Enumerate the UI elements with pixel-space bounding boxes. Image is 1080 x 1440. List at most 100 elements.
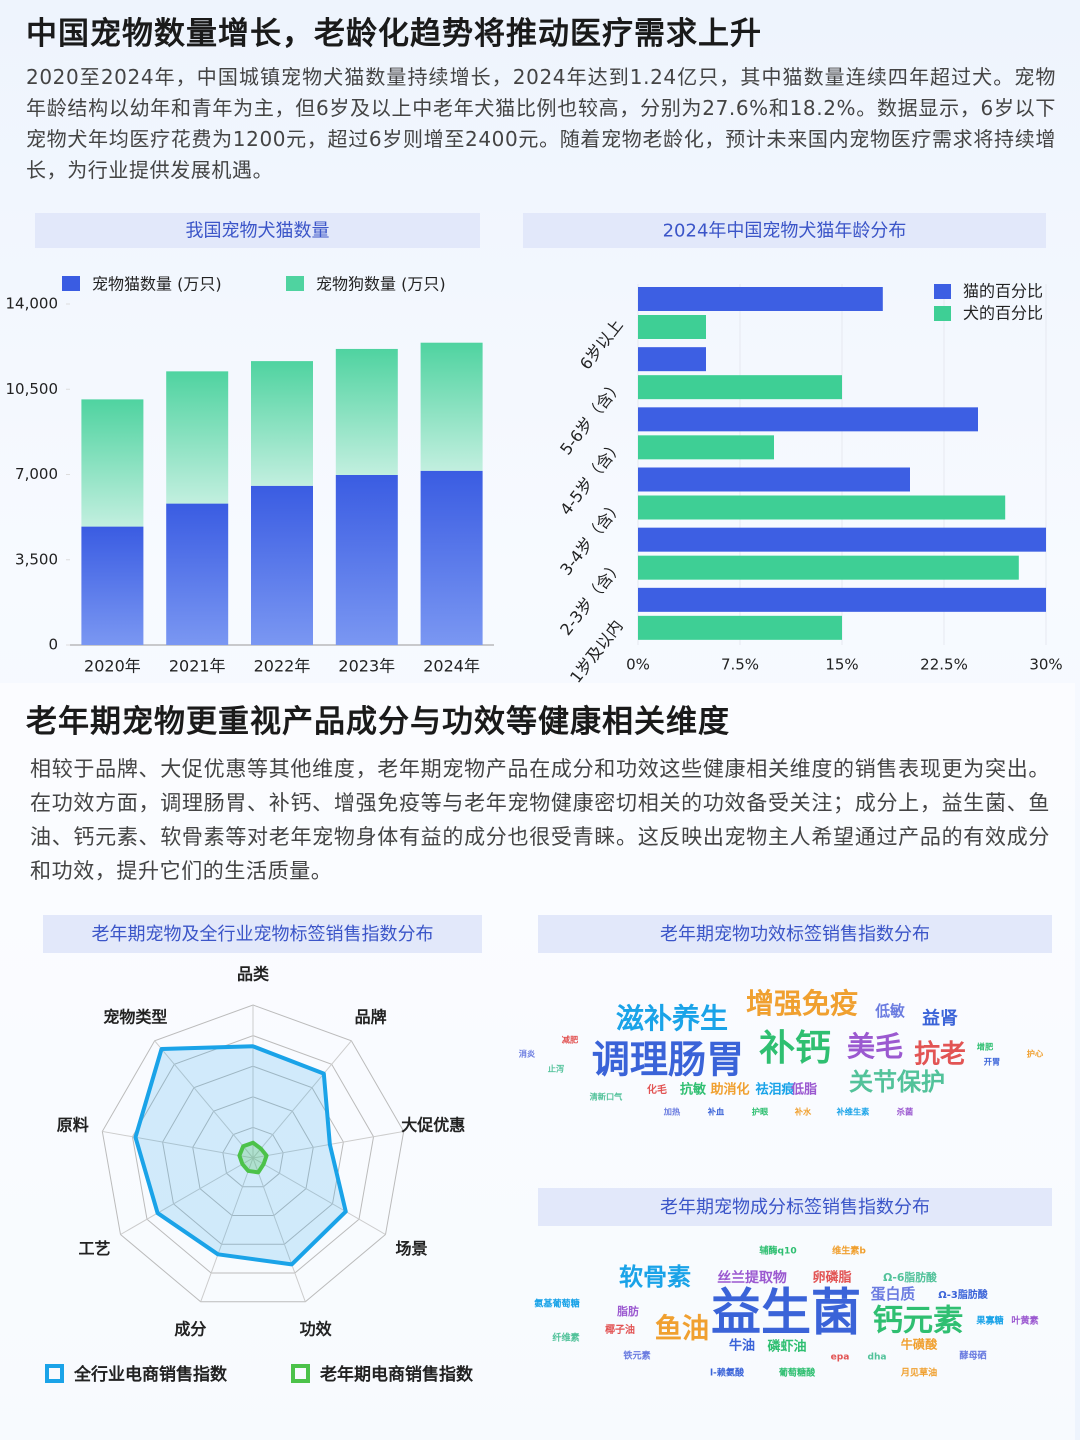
y-tick-label: 14,000 xyxy=(6,295,59,313)
word: 牛油 xyxy=(729,1338,755,1354)
word: 护心 xyxy=(1027,1049,1044,1059)
x-tick-label: 2021年 xyxy=(169,657,226,676)
legend-label: 全行业电商销售指数 xyxy=(73,1364,228,1385)
word: dha xyxy=(867,1353,886,1363)
y-tick-label: 0 xyxy=(48,636,58,654)
word: 增肥 xyxy=(977,1042,994,1052)
section-paragraph: 2020至2024年，中国城镇宠物犬猫数量持续增长，2024年达到1.24亿只，… xyxy=(26,65,1056,182)
word: 鱼油 xyxy=(655,1314,709,1345)
legend-swatch xyxy=(934,306,951,321)
word: 钙元素 xyxy=(873,1304,964,1339)
word: 牛磺酸 xyxy=(901,1337,938,1352)
word: 止泻 xyxy=(548,1064,564,1074)
radar-axis-label: 原料 xyxy=(57,1116,89,1135)
word: Ω-6脂肪酸 xyxy=(883,1270,937,1284)
word: 滋补养生 xyxy=(616,1002,728,1035)
radar-axis-label: 品牌 xyxy=(355,1007,387,1026)
legend-label: 宠物猫数量 (万只) xyxy=(92,275,222,294)
bar xyxy=(638,435,774,460)
word: 铁元素 xyxy=(623,1350,650,1362)
radar-axis-label: 工艺 xyxy=(79,1239,111,1258)
word: l-赖氨酸 xyxy=(710,1367,745,1379)
word: 关节保护 xyxy=(849,1068,945,1096)
y-tick-label: 6岁以上 xyxy=(576,316,627,374)
bar-segment xyxy=(335,348,398,475)
bar xyxy=(638,555,1019,580)
legend-swatch xyxy=(62,276,80,291)
bar xyxy=(638,315,706,339)
word: 丝兰提取物 xyxy=(717,1269,787,1286)
word: 补钙 xyxy=(759,1028,831,1069)
radar-ring xyxy=(101,1004,405,1303)
panel-header xyxy=(35,213,480,248)
bar xyxy=(638,467,910,492)
bar-segment xyxy=(251,361,313,486)
word: Ω-3脂肪酸 xyxy=(938,1288,988,1301)
word: 磷虾油 xyxy=(767,1339,806,1355)
panel-title: 老年期宠物功效标签销售指数分布 xyxy=(660,924,930,945)
bar-segment xyxy=(81,526,144,645)
x-tick-label: 15% xyxy=(825,656,858,674)
word: 低敏 xyxy=(874,1002,905,1020)
x-tick-label: 2024年 xyxy=(423,657,480,676)
word: 增强免疫 xyxy=(746,987,858,1020)
radar-axis-label: 成分 xyxy=(174,1319,206,1338)
x-tick-label: 30% xyxy=(1029,656,1062,674)
radar-axis-label: 品类 xyxy=(237,965,270,984)
legend-label: 宠物狗数量 (万只) xyxy=(316,275,446,294)
section-paragraph: 相较于品牌、大促优惠等其他维度，老年期宠物产品在成分和功效这些健康相关维度的销售… xyxy=(30,757,1050,883)
word: 纤维素 xyxy=(552,1332,579,1344)
radar-spoke xyxy=(252,1040,352,1159)
radar-ring xyxy=(222,1126,284,1188)
legend-label: 犬的百分比 xyxy=(963,304,1043,323)
word: 软骨素 xyxy=(619,1263,691,1291)
bar-segment xyxy=(166,503,229,645)
word: 叶黄素 xyxy=(1011,1315,1038,1327)
word: 补水 xyxy=(794,1107,812,1117)
panel-title: 我国宠物犬猫数量 xyxy=(186,221,330,242)
word: 益肾 xyxy=(922,1007,958,1029)
bar xyxy=(638,587,1046,612)
y-tick-label: 7,000 xyxy=(15,465,58,483)
section-background xyxy=(0,683,1075,1440)
radar-axis-label: 大促优惠 xyxy=(401,1116,465,1135)
word: 减肥 xyxy=(562,1035,579,1045)
radar-spoke xyxy=(252,1157,306,1302)
word: 果寡糖 xyxy=(975,1315,1003,1327)
legend-label: 老年期电商销售指数 xyxy=(319,1364,474,1385)
panel-title: 老年期宠物成分标签销售指数分布 xyxy=(660,1197,930,1218)
word: 低脂 xyxy=(790,1082,817,1098)
word: 祛泪痕 xyxy=(755,1082,795,1098)
legend-swatch xyxy=(934,284,951,299)
panel-header xyxy=(538,915,1052,953)
bar-segment xyxy=(251,485,313,645)
bar-segment xyxy=(335,474,398,645)
x-tick-label: 22.5% xyxy=(920,656,968,674)
bar xyxy=(638,615,842,640)
y-tick-label: 3,500 xyxy=(15,550,58,568)
bar-segment xyxy=(166,371,229,504)
x-tick-label: 2022年 xyxy=(254,657,311,676)
radar-spoke xyxy=(200,1157,254,1302)
word: 辅酶q10 xyxy=(759,1245,796,1257)
word: 开胃 xyxy=(984,1057,1000,1067)
word: 杀菌 xyxy=(897,1107,913,1117)
word: 补血 xyxy=(707,1107,725,1117)
bar xyxy=(638,287,883,311)
radar-ring xyxy=(192,1096,314,1217)
panel-header xyxy=(538,1188,1052,1226)
word: 补维生素 xyxy=(836,1107,870,1117)
radar-spoke xyxy=(252,1157,386,1235)
bar xyxy=(638,407,978,432)
word: 抗老 xyxy=(914,1039,966,1070)
section-title: 中国宠物数量增长，老龄化趋势将推动医疗需求上升 xyxy=(26,16,762,52)
bar xyxy=(638,347,706,372)
word: 加热 xyxy=(663,1107,681,1117)
y-tick-label: 10,500 xyxy=(6,380,59,398)
legend-swatch xyxy=(286,276,304,291)
word: 清新口气 xyxy=(590,1092,624,1102)
radar-series xyxy=(237,1140,269,1175)
word: 月见草油 xyxy=(900,1367,937,1379)
